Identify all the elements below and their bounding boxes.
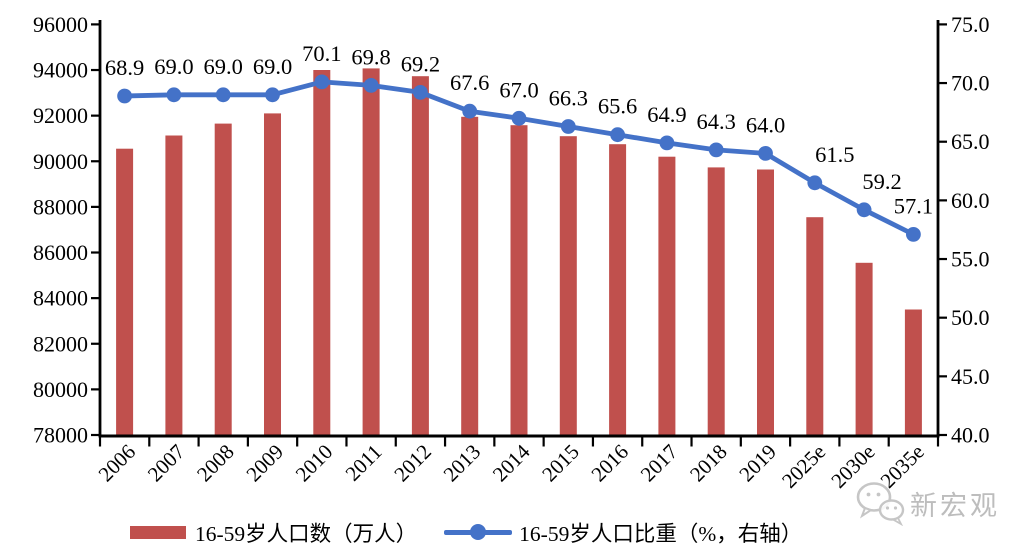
line-series-swatch bbox=[444, 524, 513, 540]
bar-2030e bbox=[855, 262, 873, 437]
bar-2018 bbox=[707, 167, 725, 437]
right-axis-tick-label: 70.0 bbox=[951, 71, 990, 96]
line-point-2014 bbox=[511, 110, 527, 126]
left-axis-tick-label: 84000 bbox=[33, 286, 88, 311]
x-tick-label-2007: 2007 bbox=[143, 440, 190, 487]
bar-2035e bbox=[904, 309, 922, 437]
right-axis-tick-label: 50.0 bbox=[951, 305, 990, 330]
bar-2014 bbox=[510, 125, 528, 437]
bar-series-label: 16-59岁人口数（万人） bbox=[195, 521, 418, 546]
right-axis-tick-label: 60.0 bbox=[951, 188, 990, 213]
left-axis-tick-label: 80000 bbox=[33, 377, 88, 402]
legend: 16-59岁人口数（万人） 16-59岁人口比重（%，右轴） bbox=[130, 518, 802, 546]
bar-2025e bbox=[806, 217, 824, 437]
line-point-2015 bbox=[560, 119, 576, 134]
bar-2007 bbox=[165, 135, 183, 437]
line-marker-icon bbox=[470, 524, 487, 540]
x-tick-label-2018: 2018 bbox=[685, 440, 732, 487]
line-point-2030e bbox=[856, 202, 872, 218]
watermark: 新宏观 bbox=[854, 480, 1000, 526]
bar-series-swatch bbox=[130, 525, 186, 539]
data-label-2011: 69.8 bbox=[351, 44, 390, 69]
line-point-2011 bbox=[363, 78, 379, 93]
line-point-2007 bbox=[166, 87, 182, 103]
x-tick-label-2008: 2008 bbox=[192, 440, 239, 487]
x-tick-label-2015: 2015 bbox=[537, 440, 584, 487]
bar-2017 bbox=[658, 156, 676, 437]
left-axis-tick-label: 82000 bbox=[33, 331, 88, 356]
bar-2019 bbox=[757, 169, 774, 437]
line-series-label: 16-59岁人口比重（%，右轴） bbox=[519, 521, 803, 546]
data-label-2007: 69.0 bbox=[154, 54, 193, 79]
bar-2013 bbox=[461, 116, 479, 437]
x-tick-label-2013: 2013 bbox=[439, 440, 486, 487]
line-point-2016 bbox=[610, 127, 625, 143]
x-tick-label-2019: 2019 bbox=[734, 440, 781, 487]
data-label-2035e: 57.1 bbox=[894, 193, 933, 218]
x-tick-label-2010: 2010 bbox=[291, 440, 338, 487]
bar-2012 bbox=[411, 76, 429, 437]
data-label-2025e: 61.5 bbox=[815, 142, 854, 167]
data-label-2006: 68.9 bbox=[105, 55, 144, 80]
bar-2009 bbox=[264, 113, 281, 437]
line-point-2008 bbox=[215, 87, 231, 103]
left-axis-tick-label: 86000 bbox=[33, 240, 88, 265]
bar-2010 bbox=[313, 70, 331, 437]
line-point-2013 bbox=[462, 103, 478, 119]
bar-2015 bbox=[559, 136, 577, 437]
left-axis-tick-label: 88000 bbox=[33, 194, 88, 219]
bar-2011 bbox=[362, 68, 380, 437]
left-axis-tick-label: 78000 bbox=[33, 423, 88, 448]
left-axis-tick-label: 90000 bbox=[33, 149, 88, 174]
x-tick-label-2017: 2017 bbox=[636, 440, 683, 487]
left-axis-tick-label: 96000 bbox=[33, 12, 88, 37]
line-point-2012 bbox=[413, 85, 428, 100]
x-tick-label-2016: 2016 bbox=[586, 440, 633, 487]
data-label-2012: 69.2 bbox=[401, 51, 440, 76]
right-axis-tick-label: 45.0 bbox=[951, 364, 990, 389]
x-tick-label-2009: 2009 bbox=[241, 440, 288, 487]
x-tick-label-2025e: 2025e bbox=[777, 440, 830, 493]
data-label-2017: 64.9 bbox=[647, 102, 686, 127]
bar-2008 bbox=[214, 123, 232, 437]
data-label-2016: 65.6 bbox=[598, 94, 637, 119]
line-point-2018 bbox=[708, 142, 724, 158]
watermark-text: 新宏观 bbox=[910, 490, 1000, 521]
left-axis-tick-label: 94000 bbox=[33, 58, 88, 83]
line-point-2019 bbox=[758, 146, 773, 161]
line-point-2017 bbox=[659, 135, 675, 151]
left-axis-tick-label: 92000 bbox=[33, 103, 88, 128]
right-axis-tick-label: 55.0 bbox=[951, 247, 990, 272]
data-label-2008: 69.0 bbox=[204, 54, 243, 79]
right-axis-tick-label: 40.0 bbox=[951, 423, 990, 448]
line-point-2035e bbox=[906, 227, 921, 242]
data-label-2018: 64.3 bbox=[697, 109, 736, 134]
data-label-2013: 67.6 bbox=[450, 70, 489, 95]
x-tick-label-2012: 2012 bbox=[389, 440, 436, 487]
bar-2016 bbox=[609, 144, 627, 437]
data-label-2009: 69.0 bbox=[253, 54, 292, 79]
data-label-2030e: 59.2 bbox=[862, 169, 901, 194]
data-label-2015: 66.3 bbox=[549, 86, 588, 111]
x-tick-label-2006: 2006 bbox=[94, 440, 141, 487]
data-label-2014: 67.0 bbox=[499, 77, 538, 102]
line-point-2009 bbox=[265, 87, 280, 103]
data-label-2010: 70.1 bbox=[302, 41, 341, 66]
data-label-2019: 64.0 bbox=[746, 112, 785, 137]
right-axis-tick-label: 75.0 bbox=[951, 12, 990, 37]
bar-2006 bbox=[116, 148, 134, 437]
line-point-2010 bbox=[314, 74, 330, 90]
line-point-2025e bbox=[807, 175, 823, 191]
right-axis-tick-label: 65.0 bbox=[951, 129, 990, 154]
wechat-icon bbox=[856, 482, 905, 526]
line-point-2006 bbox=[117, 88, 132, 104]
